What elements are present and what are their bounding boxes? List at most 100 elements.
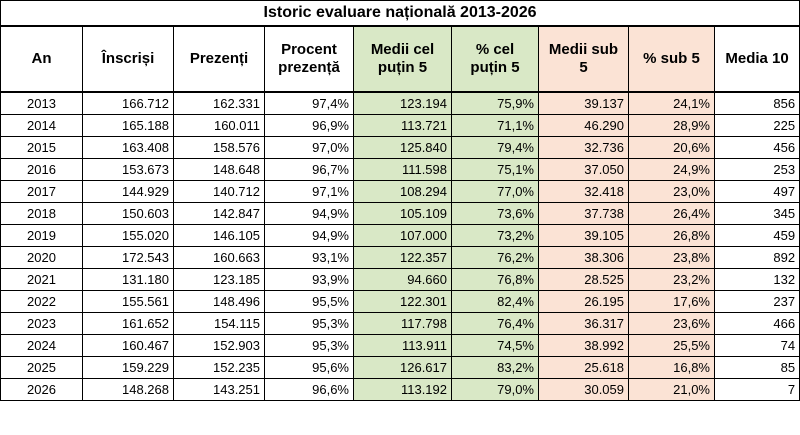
column-header-present: Prezenți (173, 25, 265, 93)
table-cell: 2025 (0, 356, 83, 379)
table-cell: 25,5% (628, 334, 715, 357)
table-cell: 160.663 (173, 246, 265, 269)
table-cell: 155.561 (82, 290, 174, 313)
table-row: 2013 166.712 162.331 97,4% 123.194 75,9% 39.13… (0, 91, 800, 115)
table-cell: 2018 (0, 202, 83, 225)
table-cell: 2015 (0, 136, 83, 159)
table-cell: 2013 (0, 91, 83, 115)
table-cell: 140.712 (173, 180, 265, 203)
table-row: 2024 160.467 152.903 95,3% 113.911 74,5% 38.99… (0, 334, 800, 357)
table-cell: 2016 (0, 158, 83, 181)
table-cell: 345 (713, 202, 800, 225)
table-cell: 158.576 (173, 136, 265, 159)
table-cell: 75,9% (451, 91, 539, 115)
table-cell: 79,4% (451, 136, 539, 159)
table-cell: 123.185 (173, 268, 265, 291)
table-cell: 2024 (0, 334, 83, 357)
table-cell: 20,6% (628, 136, 715, 159)
table-cell: 152.235 (173, 356, 265, 379)
column-header-perfect-scores: Media 10 (713, 25, 800, 93)
table-cell: 154.115 (173, 312, 265, 335)
table-cell: 94.660 (353, 268, 452, 291)
evaluation-history-table: Istoric evaluare națională 2013-2026 An Î… (0, 0, 800, 401)
column-header-year: An (0, 25, 83, 93)
table-cell: 74,5% (451, 334, 539, 357)
table-cell: 2014 (0, 114, 83, 137)
table-cell: 122.301 (353, 290, 452, 313)
table-cell: 131.180 (82, 268, 174, 291)
table-cell: 159.229 (82, 356, 174, 379)
table-cell: 148.496 (173, 290, 265, 313)
table-row: 2023 161.652 154.115 95,3% 117.798 76,4% 36.31… (0, 312, 800, 335)
table-cell: 856 (713, 91, 800, 115)
column-header-failing-count: Medii sub 5 (538, 25, 629, 93)
table-row: 2016 153.673 148.648 96,7% 111.598 75,1% 37.05… (0, 158, 800, 181)
table-cell: 160.011 (173, 114, 265, 137)
table-cell: 30.059 (538, 378, 629, 401)
table-cell: 160.467 (82, 334, 174, 357)
table-cell: 76,2% (451, 246, 539, 269)
table-cell: 93,9% (264, 268, 354, 291)
table-cell: 38.992 (538, 334, 629, 357)
table-cell: 155.020 (82, 224, 174, 247)
table-cell: 466 (713, 312, 800, 335)
table-cell: 26,8% (628, 224, 715, 247)
column-header-passing-count: Medii cel puțin 5 (353, 25, 452, 93)
table-cell: 79,0% (451, 378, 539, 401)
table-cell: 23,8% (628, 246, 715, 269)
table-cell: 95,5% (264, 290, 354, 313)
table-cell: 161.652 (82, 312, 174, 335)
table-cell: 253 (713, 158, 800, 181)
table-cell: 122.357 (353, 246, 452, 269)
table-cell: 73,6% (451, 202, 539, 225)
table-cell: 94,9% (264, 202, 354, 225)
table-cell: 150.603 (82, 202, 174, 225)
table-cell: 148.268 (82, 378, 174, 401)
table-row: 2019 155.020 146.105 94,9% 107.000 73,2% 39.10… (0, 224, 800, 247)
table-cell: 26.195 (538, 290, 629, 313)
table-cell: 28.525 (538, 268, 629, 291)
table-row: 2018 150.603 142.847 94,9% 105.109 73,6% 37.73… (0, 202, 800, 225)
column-header-passing-percent: % cel puțin 5 (451, 25, 539, 93)
table-cell: 95,6% (264, 356, 354, 379)
table-cell: 152.903 (173, 334, 265, 357)
table-cell: 94,9% (264, 224, 354, 247)
table-cell: 39.105 (538, 224, 629, 247)
table-cell: 111.598 (353, 158, 452, 181)
table-cell: 24,1% (628, 91, 715, 115)
table-cell: 21,0% (628, 378, 715, 401)
table-row: 2014 165.188 160.011 96,9% 113.721 71,1% 46.29… (0, 114, 800, 137)
table-row: 2015 163.408 158.576 97,0% 125.840 79,4% 32.73… (0, 136, 800, 159)
table-cell: 74 (713, 334, 800, 357)
table-cell: 95,3% (264, 312, 354, 335)
column-header-failing-percent: % sub 5 (628, 25, 715, 93)
table-cell: 39.137 (538, 91, 629, 115)
table-cell: 36.317 (538, 312, 629, 335)
table-cell: 166.712 (82, 91, 174, 115)
table-cell: 32.418 (538, 180, 629, 203)
table-cell: 32.736 (538, 136, 629, 159)
table-cell: 97,0% (264, 136, 354, 159)
table-cell: 7 (713, 378, 800, 401)
table-cell: 24,9% (628, 158, 715, 181)
table-cell: 37.050 (538, 158, 629, 181)
column-header-registered: Înscriși (82, 25, 174, 93)
table-cell: 95,3% (264, 334, 354, 357)
table-cell: 17,6% (628, 290, 715, 313)
table-cell: 132 (713, 268, 800, 291)
table-cell: 46.290 (538, 114, 629, 137)
table-cell: 148.648 (173, 158, 265, 181)
table-row: 2017 144.929 140.712 97,1% 108.294 77,0% 32.41… (0, 180, 800, 203)
table-cell: 96,9% (264, 114, 354, 137)
table-cell: 143.251 (173, 378, 265, 401)
table-cell: 162.331 (173, 91, 265, 115)
table-cell: 25.618 (538, 356, 629, 379)
table-cell: 163.408 (82, 136, 174, 159)
table-cell: 2017 (0, 180, 83, 203)
table-cell: 97,1% (264, 180, 354, 203)
table-cell: 108.294 (353, 180, 452, 203)
table-cell: 85 (713, 356, 800, 379)
table-cell: 172.543 (82, 246, 174, 269)
table-cell: 2019 (0, 224, 83, 247)
table-cell: 165.188 (82, 114, 174, 137)
